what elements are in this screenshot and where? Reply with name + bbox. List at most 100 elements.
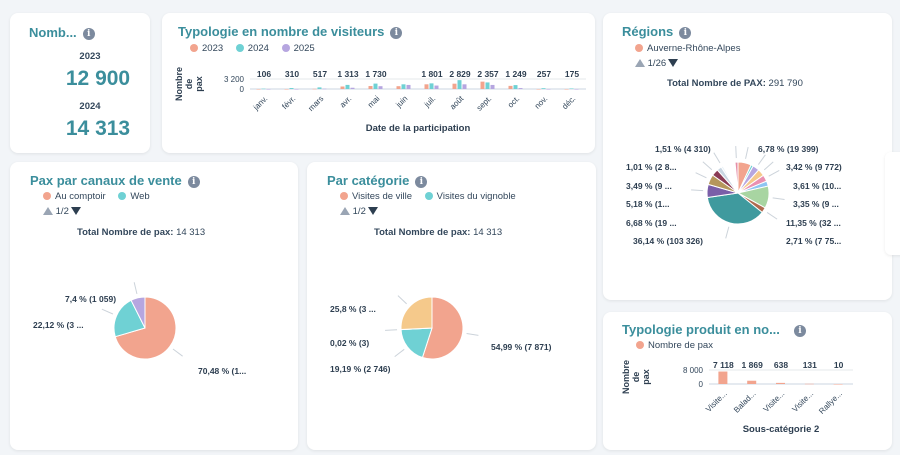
bar [541,88,546,89]
leader-line [713,152,721,164]
data-label: 517 [313,69,327,79]
bar [322,88,327,90]
leader-line [172,348,183,357]
data-label: 1 801 [421,69,443,79]
x-tick-label: mars [306,94,325,113]
pie-slice [706,192,763,225]
legend-item-visites-de-ville[interactable]: Visites de ville [340,191,412,202]
pie-slice [114,296,177,360]
bar [406,84,411,89]
kpi-value-2024: 14 313 [65,117,131,140]
regions-title: Régions [622,24,674,39]
bar [804,383,814,385]
info-icon[interactable]: i [793,325,806,337]
bar [373,83,378,89]
pie-label: 3,35 % (9 ... [793,199,839,209]
bar [284,89,289,90]
x-tick-label: Balad... [732,389,758,415]
legend-item-visites-du-vignoble[interactable]: Visites du vignoble [424,191,516,202]
legend-dot [340,192,348,200]
legend-item-2024[interactable]: 2024 [235,43,269,54]
channels-card: Pax par canaux de vente i Au comptoir Web… [10,162,298,450]
data-label: 1 869 [742,360,764,370]
x-axis-title: Date de la participation [366,123,471,134]
leader-line [757,154,766,165]
legend-dot [636,341,644,349]
side-panel-edge[interactable] [885,152,900,255]
visitors-legend: 2023 2024 2025 [190,43,325,54]
bar [564,89,569,90]
y-axis-title: Nombredepax [621,360,651,394]
legend-pager: 1/26 [635,58,679,69]
legend-dot [635,44,643,52]
info-icon[interactable]: i [679,27,692,39]
y-tick-label: 8 000 [683,366,704,375]
kpi-value-2023: 12 900 [65,67,131,90]
x-tick-label: Visite... [762,389,787,414]
triangle-up-icon[interactable] [635,59,645,67]
x-tick-label: Visite... [704,389,729,414]
x-tick-label: nov. [533,94,550,111]
channels-pie-chart [101,282,183,360]
leader-line [768,170,780,177]
visitors-card: Typologie en nombre de visiteurs i 2023 2… [162,13,595,153]
legend-item-web[interactable]: Web [118,191,150,202]
leader-line [133,282,138,295]
pie-slice [113,299,146,338]
channels-legend: Au comptoir Web [43,191,160,202]
bar [574,89,579,90]
bar [480,81,485,89]
leader-line [766,212,778,220]
triangle-down-icon[interactable] [70,207,81,215]
bar [452,83,457,89]
legend-item-region[interactable]: Auverne-Rhône-Alpes [635,43,740,54]
legend-item-au-comptoir[interactable]: Au comptoir [43,191,106,202]
info-icon[interactable]: i [82,28,95,40]
kpi-year-2024: 2024 [79,101,101,112]
triangle-down-icon[interactable] [367,207,378,215]
bar [718,371,728,384]
pie-label: 7,4 % (1 059) [65,294,117,304]
pie-label: 3,42 % (9 772) [786,162,842,172]
bar [317,87,322,89]
info-icon[interactable]: i [187,176,200,188]
pie-label: 70,48 % (1... [198,366,247,376]
triangle-down-icon[interactable] [668,59,679,67]
pie-label: 54,99 % (7 871) [491,342,552,352]
category-legend: Visites de ville Visites du vignoble [340,191,526,202]
bar [401,84,406,89]
data-label: 257 [537,69,551,79]
pie-label: 2,71 % (7 75... [786,236,842,246]
bar [350,87,355,89]
legend-item-2023[interactable]: 2023 [190,43,223,54]
info-icon[interactable]: i [415,176,428,188]
bar [434,85,439,89]
pie-label: 36,14 % (103 326) [633,236,703,246]
data-label: 1 730 [365,69,387,79]
data-label: 310 [285,69,299,79]
bar [429,83,434,89]
bar [776,382,785,384]
triangle-up-icon[interactable] [340,207,350,215]
legend-pager: 1/2 [43,206,81,217]
regions-total: Total Nombre de PAX: 291 790 [667,78,803,89]
info-icon[interactable]: i [390,27,403,39]
leader-line [735,146,737,159]
bar [833,383,843,385]
kpi-card: Nomb... i 2023 12 900 2024 14 313 [10,13,150,153]
leader-line [101,308,114,315]
channels-title: Pax par canaux de vente [30,173,182,188]
product-title: Typologie produit en no... [622,322,780,337]
kpi-year-2023: 2023 [79,51,101,62]
leader-line [745,146,749,159]
regions-pie-chart [691,146,785,239]
bar [462,84,467,89]
triangle-up-icon[interactable] [43,207,53,215]
legend-item-2025[interactable]: 2025 [281,43,315,54]
bar [289,88,294,89]
pie-label: 6,68 % (19 ... [626,218,677,228]
legend-item-nombre-de-pax[interactable]: Nombre de pax [636,340,713,351]
pie-label: 5,18 % (1... [626,199,670,209]
legend-dot [424,192,433,200]
